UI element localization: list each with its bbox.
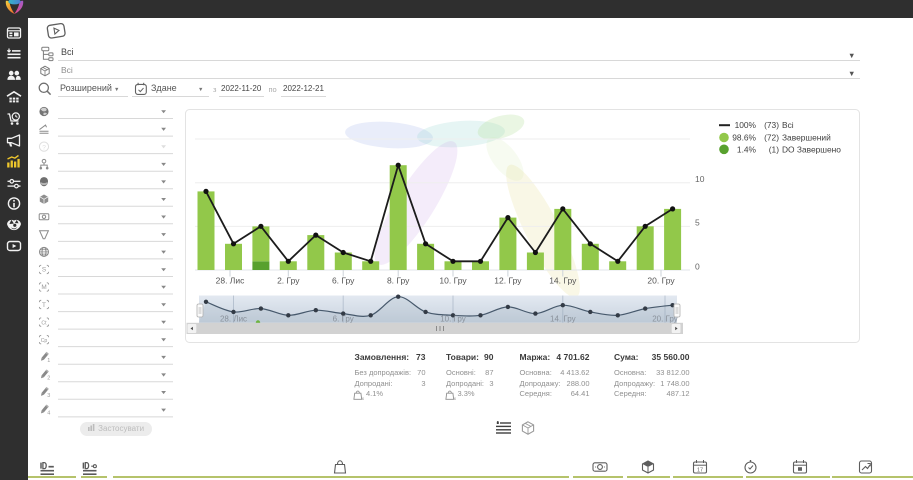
svg-text:10. Гру: 10. Гру (439, 276, 467, 286)
svg-text:4: 4 (47, 410, 50, 416)
svg-text:?: ? (42, 144, 46, 151)
svg-text:2. Гру: 2. Гру (277, 276, 300, 286)
svg-text:28. Лис: 28. Лис (220, 315, 247, 324)
svg-text:Т: Т (42, 302, 46, 309)
svg-text:(73): (73) (764, 120, 779, 130)
svg-text:М: М (41, 284, 46, 291)
svg-text:10: 10 (695, 174, 705, 184)
svg-text:Ct: Ct (41, 320, 47, 326)
svg-text:2: 2 (47, 375, 50, 381)
svg-text:14. Гру: 14. Гру (550, 315, 576, 324)
svg-text:x: x (453, 396, 456, 400)
svg-text:Завершений: Завершений (782, 133, 831, 143)
svg-text:14. Гру: 14. Гру (549, 276, 577, 286)
svg-text:10. Гру: 10. Гру (440, 315, 466, 324)
svg-text:100%: 100% (735, 120, 757, 130)
svg-text:3: 3 (47, 393, 50, 399)
svg-text:(72): (72) (764, 133, 779, 143)
svg-text:x: x (362, 396, 365, 400)
svg-text:S: S (42, 267, 46, 274)
svg-text:12. Гру: 12. Гру (494, 276, 522, 286)
svg-text:Всі: Всі (782, 120, 794, 130)
svg-text:0: 0 (695, 261, 700, 271)
svg-text:DO Завершено: DO Завершено (782, 144, 841, 154)
svg-text:20. Гру: 20. Гру (652, 315, 678, 324)
svg-text:(1): (1) (769, 144, 779, 154)
svg-text:1.4%: 1.4% (737, 144, 757, 154)
svg-text:5: 5 (695, 218, 700, 228)
svg-text:6. Гру: 6. Гру (332, 276, 355, 286)
svg-text:28. Лис: 28. Лис (216, 276, 246, 286)
svg-text:17: 17 (697, 468, 703, 474)
svg-text:1: 1 (47, 358, 50, 364)
svg-text:8. Гру: 8. Гру (387, 276, 410, 286)
svg-text:6. Гру: 6. Гру (333, 315, 354, 324)
svg-text:98.6%: 98.6% (732, 133, 756, 143)
svg-text:20. Гру: 20. Гру (647, 276, 675, 286)
svg-text:Cp: Cp (41, 338, 48, 344)
